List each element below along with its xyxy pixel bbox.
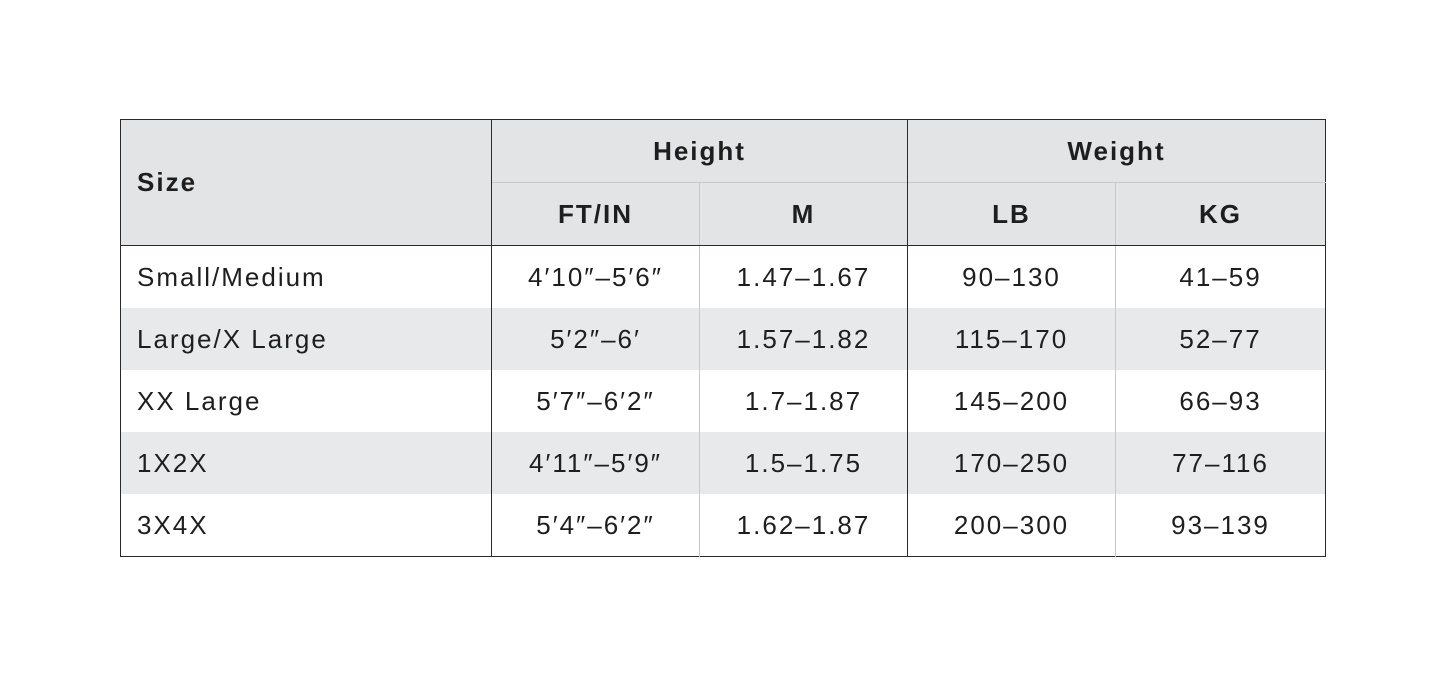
table-header: Size Height Weight FT/IN M LB KG [120, 119, 1326, 246]
value-cell: 170–250 [907, 432, 1116, 494]
subheader: M [698, 182, 908, 246]
value-cell: 1.47–1.67 [698, 245, 908, 308]
value-cell: 1.7–1.87 [698, 370, 908, 432]
value-cell: 5′2″–6′ [491, 308, 700, 370]
value-cell: 1.62–1.87 [698, 494, 908, 557]
value-cell: 145–200 [907, 370, 1116, 432]
size-cell: XX Large [137, 385, 262, 416]
subheader: KG [1115, 182, 1326, 246]
value-cell: 90–130 [907, 245, 1116, 308]
value-cell: 77–116 [1115, 432, 1326, 494]
height-header: Height [490, 119, 908, 183]
value-cell: 115–170 [907, 308, 1116, 370]
table-row: XX Large 5′7″–6′2″ 1.7–1.87 145–200 66–93 [121, 370, 1326, 432]
table-row: Large/X Large 5′2″–6′ 1.57–1.82 115–170 52–7… [120, 308, 1326, 370]
size-cell: 3X4X [137, 509, 209, 540]
table-body: Small/Medium 4′10″–5′6″ 1.47–1.67 90–130 41–… [120, 245, 1326, 557]
table-row: 3X4X 5′4″–6′2″ 1.62–1.87 200–300 93–139 [121, 494, 1326, 557]
value-cell: 66–93 [1115, 370, 1326, 432]
value-cell: 4′11″–5′9″ [491, 432, 700, 494]
value-cell: 1.5–1.75 [698, 432, 908, 494]
value-cell: 5′4″–6′2″ [491, 494, 700, 557]
size-cell: Small/Medium [137, 261, 326, 292]
size-cell: Large/X Large [120, 308, 492, 370]
value-cell: 1.57–1.82 [698, 308, 908, 370]
table-row: 1X2X 4′11″–5′9″ 1.5–1.75 170–250 77–116 [120, 432, 1326, 494]
value-cell: 4′10″–5′6″ [491, 245, 700, 308]
table-row: Small/Medium 4′10″–5′6″ 1.47–1.67 90–130 41–… [121, 245, 1326, 308]
subheader: FT/IN [491, 182, 700, 246]
weight-header: Weight [907, 119, 1326, 183]
value-cell: 93–139 [1115, 494, 1326, 557]
subheader: LB [907, 182, 1116, 246]
size-table: Size Height Weight FT/IN M LB KG Small/M… [120, 119, 1327, 557]
value-cell: 41–59 [1115, 245, 1326, 308]
size-cell: 1X2X [120, 432, 492, 494]
value-cell: 200–300 [907, 494, 1116, 557]
value-cell: 52–77 [1115, 308, 1326, 370]
size-header: Size [120, 119, 492, 246]
value-cell: 5′7″–6′2″ [491, 370, 700, 432]
